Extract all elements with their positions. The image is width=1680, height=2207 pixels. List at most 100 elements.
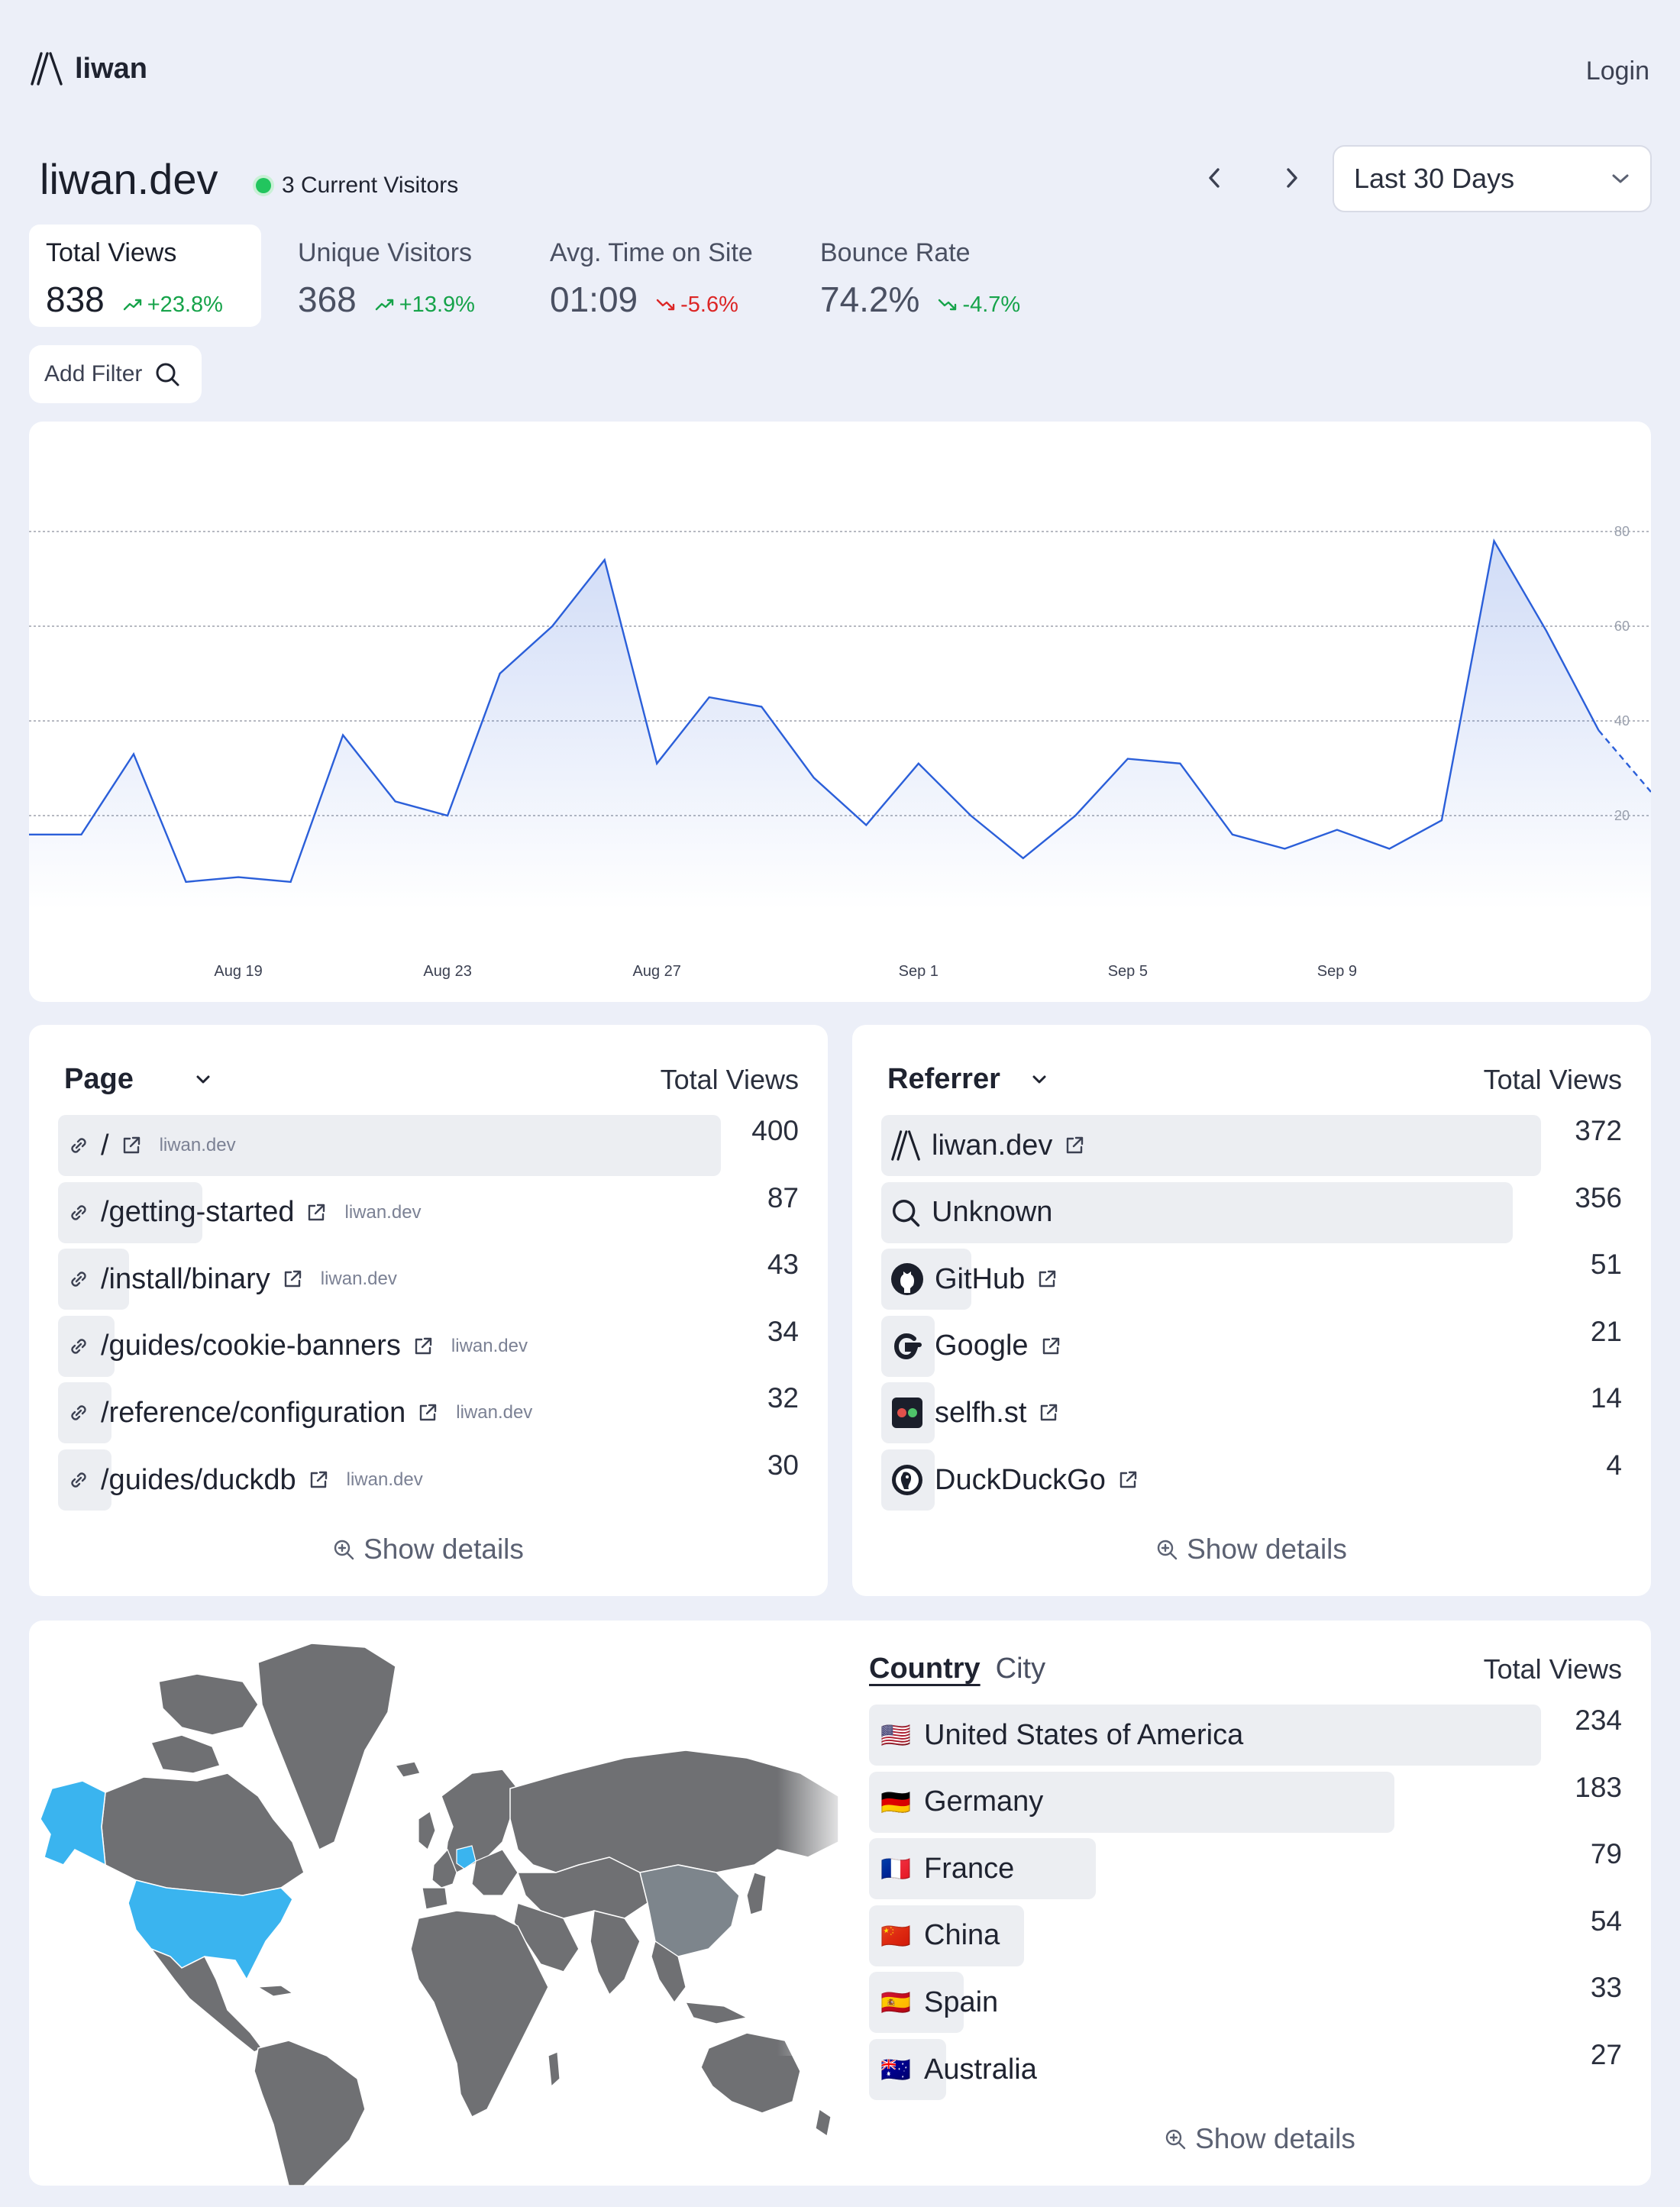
chart-point[interactable]: [440, 808, 455, 823]
chart-point[interactable]: [702, 690, 717, 705]
geo-row[interactable]: 🇨🇳 China 54: [869, 1905, 1622, 1966]
referrer-row[interactable]: GitHub 51: [881, 1249, 1622, 1310]
geo-row[interactable]: 🇫🇷 France 79: [869, 1838, 1622, 1900]
external-link-icon[interactable]: [307, 1469, 330, 1491]
external-link-icon[interactable]: [1116, 1469, 1139, 1491]
page-row[interactable]: /guides/cookie-banners liwan.dev 34: [58, 1315, 799, 1377]
map-canada[interactable]: [101, 1772, 305, 1896]
page-row[interactable]: /install/binary liwan.dev 43: [58, 1249, 799, 1310]
external-link-icon[interactable]: [120, 1134, 143, 1157]
metric-bounce-rate[interactable]: Bounce Rate 74.2% -4.7%: [803, 225, 1048, 327]
map-arctic-islands[interactable]: [158, 1673, 259, 1736]
referrers-dimension-select[interactable]: Referrer: [887, 1063, 1048, 1096]
external-link-icon[interactable]: [1037, 1401, 1060, 1424]
chart-point[interactable]: [858, 817, 874, 832]
chart-point[interactable]: [1120, 751, 1136, 767]
map-africa[interactable]: [410, 1910, 549, 2118]
map-greenland[interactable]: [257, 1643, 396, 1851]
geo-row[interactable]: 🇪🇸 Spain 33: [869, 1972, 1622, 2034]
brand-logo[interactable]: liwan: [31, 52, 147, 86]
chart-point[interactable]: [806, 770, 822, 785]
geo-row[interactable]: 🇺🇸 United States of America 234: [869, 1705, 1622, 1766]
map-australia[interactable]: [700, 2032, 801, 2114]
tab-city[interactable]: City: [995, 1653, 1046, 1685]
map-france[interactable]: [431, 1848, 457, 1889]
chart-point[interactable]: [335, 728, 351, 743]
external-link-icon[interactable]: [1039, 1335, 1062, 1358]
map-south-america[interactable]: [254, 2040, 366, 2186]
chart-point[interactable]: [388, 793, 403, 809]
map-central-asia[interactable]: [516, 1856, 648, 1919]
map-spain[interactable]: [422, 1887, 448, 1910]
map-southeast-asia[interactable]: [651, 1940, 687, 2004]
chart-point[interactable]: [1329, 822, 1345, 838]
metric-unique-visitors[interactable]: Unique Visitors 368 +13.9%: [281, 225, 518, 327]
external-link-icon[interactable]: [305, 1201, 328, 1224]
map-japan[interactable]: [746, 1872, 767, 1915]
chart-point[interactable]: [963, 808, 978, 823]
referrer-row[interactable]: Unknown 356: [881, 1181, 1622, 1243]
external-link-icon[interactable]: [1063, 1134, 1086, 1157]
referrer-row[interactable]: DuckDuckGo 4: [881, 1449, 1622, 1511]
chart-point[interactable]: [754, 699, 769, 714]
geo-show-details-button[interactable]: Show details: [869, 2123, 1651, 2155]
chart-point[interactable]: [231, 870, 246, 885]
external-link-icon[interactable]: [416, 1401, 439, 1424]
map-iceland[interactable]: [395, 1761, 421, 1778]
map-alaska[interactable]: [40, 1780, 106, 1866]
chart-point[interactable]: [493, 666, 508, 681]
map-eastern-europe[interactable]: [471, 1849, 519, 1896]
chart-point[interactable]: [597, 552, 612, 567]
referrer-row[interactable]: Google 21: [881, 1315, 1622, 1377]
external-link-icon[interactable]: [412, 1335, 435, 1358]
page-row[interactable]: /reference/configuration liwan.dev 32: [58, 1382, 799, 1444]
chart-point[interactable]: [283, 874, 299, 890]
chart-point[interactable]: [74, 827, 89, 842]
map-india[interactable]: [590, 1910, 641, 1996]
chart-point[interactable]: [1434, 813, 1449, 828]
chart-point[interactable]: [1016, 851, 1031, 866]
world-map[interactable]: [29, 1621, 854, 2186]
previous-period-button[interactable]: [1196, 159, 1234, 197]
map-arctic-islands[interactable]: [150, 1734, 221, 1774]
map-uk[interactable]: [418, 1811, 436, 1850]
map-russia[interactable]: [509, 1750, 839, 1873]
chart-point[interactable]: [1591, 722, 1606, 738]
map-germany[interactable]: [456, 1845, 477, 1869]
chart-point[interactable]: [911, 756, 926, 771]
date-range-select[interactable]: Last 30 Days: [1333, 145, 1652, 212]
map-madagascar[interactable]: [548, 2051, 561, 2088]
metric-avg-time[interactable]: Avg. Time on Site 01:09 -5.6%: [533, 225, 793, 327]
geo-row[interactable]: 🇩🇪 Germany 183: [869, 1771, 1622, 1833]
referrers-show-details-button[interactable]: Show details: [852, 1533, 1651, 1566]
page-row[interactable]: /getting-started liwan.dev 87: [58, 1181, 799, 1243]
metric-total-views[interactable]: Total Views 838 +23.8%: [29, 225, 261, 327]
views-chart[interactable]: Aug 19 Aug 23 Aug 27 Sep 1 Sep 5 Sep 9 20 40 60…: [29, 422, 1651, 1002]
page-row[interactable]: / liwan.dev 400: [58, 1115, 799, 1176]
map-caribbean[interactable]: [257, 1985, 294, 1997]
chart-point[interactable]: [649, 756, 664, 771]
pages-dimension-select[interactable]: Page: [64, 1063, 212, 1096]
map-mexico[interactable]: [149, 1947, 263, 2053]
map-usa[interactable]: [128, 1879, 293, 1981]
referrer-row[interactable]: liwan.dev 372: [881, 1115, 1622, 1176]
chart-point[interactable]: [1225, 827, 1240, 842]
chart-point[interactable]: [1172, 756, 1187, 771]
chart-point[interactable]: [179, 874, 194, 890]
external-link-icon[interactable]: [1035, 1268, 1058, 1291]
map-indonesia[interactable]: [684, 2002, 748, 2024]
map-new-zealand[interactable]: [815, 2108, 832, 2137]
geo-row[interactable]: 🇦🇺 Australia 27: [869, 2039, 1622, 2100]
map-china[interactable]: [639, 1864, 740, 1957]
chart-point[interactable]: [1539, 623, 1554, 638]
tab-country[interactable]: Country: [869, 1653, 981, 1685]
chart-point[interactable]: [1068, 808, 1083, 823]
pages-show-details-button[interactable]: Show details: [29, 1533, 828, 1566]
page-row[interactable]: /guides/duckdb liwan.dev 30: [58, 1449, 799, 1511]
next-period-button[interactable]: [1272, 159, 1310, 197]
login-link[interactable]: Login: [1585, 57, 1649, 86]
external-link-icon[interactable]: [281, 1268, 304, 1291]
chart-point[interactable]: [544, 619, 560, 634]
chart-point[interactable]: [1381, 841, 1397, 856]
referrer-row[interactable]: selfh.st 14: [881, 1382, 1622, 1444]
